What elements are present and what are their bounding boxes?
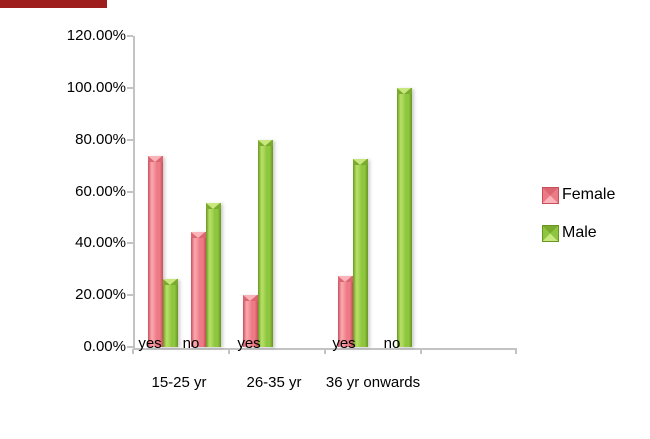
bar-male-slot1 xyxy=(206,202,221,347)
male-swatch-icon xyxy=(542,224,559,242)
x-sub-label: yes xyxy=(332,335,356,352)
y-axis-tick xyxy=(127,35,133,37)
legend-label-male: Male xyxy=(562,224,597,241)
x-group-label: 15-25 yr xyxy=(151,374,207,391)
x-sub-label: no xyxy=(182,335,200,352)
x-sub-label: yes xyxy=(237,335,261,352)
bar-female-slot3 xyxy=(338,276,353,347)
y-axis-tick xyxy=(127,86,133,89)
x-axis-boundary-tick xyxy=(420,349,422,354)
bar-female-slot0 xyxy=(148,155,163,347)
chart-legend: Female Male xyxy=(542,186,615,262)
bar-male-slot3 xyxy=(353,158,368,347)
top-red-strip xyxy=(0,0,107,8)
bar-male-slot0 xyxy=(163,278,178,347)
bar-male-slot2 xyxy=(258,139,273,347)
y-axis-tick-label: 100.00% xyxy=(66,78,126,96)
y-axis-tick xyxy=(127,190,133,193)
bar-male-slot4 xyxy=(397,87,412,347)
legend-item-male: Male xyxy=(542,224,615,242)
y-axis-tick-label: 120.00% xyxy=(66,27,126,44)
y-axis-tick-label: 80.00% xyxy=(75,130,126,148)
y-axis-tick-label: 40.00% xyxy=(75,234,126,252)
y-axis-tick-label: 20.00% xyxy=(75,286,126,304)
x-axis-boundary-tick xyxy=(132,349,134,354)
y-axis-tick xyxy=(127,242,133,245)
y-axis-tick-label: 0.00% xyxy=(83,338,126,355)
legend-item-female: Female xyxy=(542,186,615,204)
female-swatch-icon xyxy=(542,186,559,204)
y-axis-tick xyxy=(127,346,133,348)
y-axis-tick-label: 60.00% xyxy=(75,182,126,200)
legend-label-female: Female xyxy=(562,186,616,203)
x-group-label: 26-35 yr xyxy=(246,374,302,391)
x-sub-label: no xyxy=(383,335,401,352)
y-axis-tick xyxy=(127,138,133,141)
y-axis-tick xyxy=(127,294,133,297)
bar-female-slot1 xyxy=(191,231,206,347)
x-axis-boundary-tick xyxy=(324,349,326,354)
x-group-label: 36 yr onwards xyxy=(325,374,421,391)
x-sub-label: yes xyxy=(138,335,162,352)
y-axis-line xyxy=(133,36,135,349)
x-axis-boundary-tick xyxy=(515,349,517,354)
x-axis-boundary-tick xyxy=(228,349,230,354)
bar-female-slot2 xyxy=(243,295,258,347)
